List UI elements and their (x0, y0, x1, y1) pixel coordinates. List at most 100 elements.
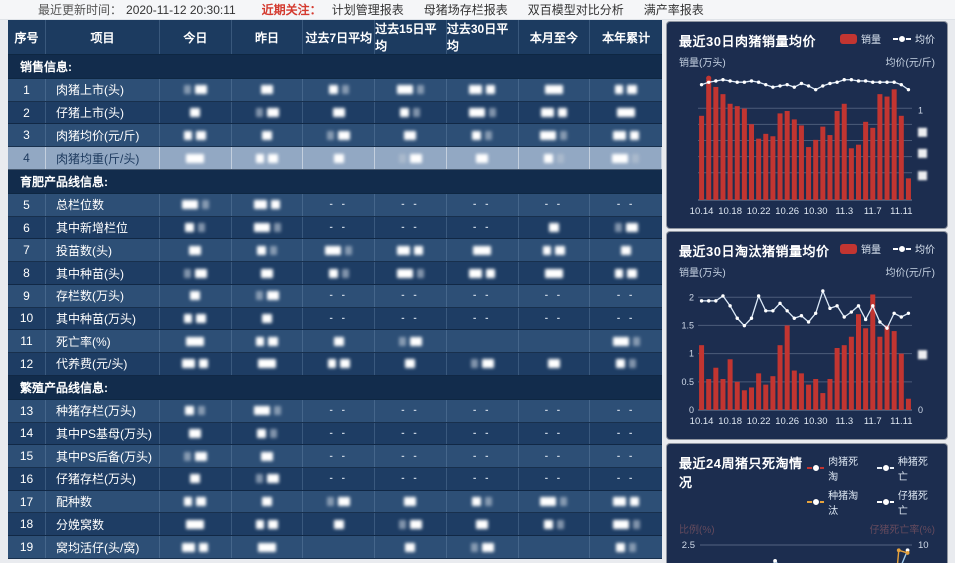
chart3-legend-meat-death[interactable]: 肉猪死淘 (807, 453, 865, 483)
row-item-label: 仔猪存栏(万头) (46, 468, 160, 490)
redacted-value (590, 147, 662, 169)
row-item-label: 仔猪上市(头) (46, 101, 160, 124)
column-header: 昨日 (232, 20, 304, 54)
redacted-value (232, 101, 304, 124)
table-row[interactable]: 7 投苗数(头) (8, 239, 662, 263)
meat-pig-sales-chart[interactable]: 10.14 10.18 10.22 10.26 10.30 11.3 11.7 11.11 1 (670, 70, 944, 222)
no-data-value: - - (375, 193, 447, 216)
svg-text:10.18: 10.18 (718, 206, 742, 217)
row-item-label: 其中新增栏位 (46, 216, 160, 239)
table-row[interactable]: 5 总栏位数 - -- -- -- -- - (8, 193, 662, 217)
redacted-value (375, 330, 447, 353)
svg-text:10.30: 10.30 (804, 416, 828, 427)
row-number: 19 (8, 536, 46, 558)
row-item-label: 其中种苗(万头) (46, 307, 160, 330)
table-row[interactable]: 16 仔猪存栏(万头) - -- -- -- -- - (8, 468, 662, 491)
table-row[interactable]: 8 其中种苗(头) (8, 262, 662, 285)
chart2-title: 最近30日淘汰猪销量均价 (679, 244, 830, 259)
row-number: 10 (8, 307, 46, 330)
chart1-legend-sales[interactable]: 销量 (840, 31, 881, 46)
redacted-value (160, 445, 232, 468)
redacted-value (590, 491, 662, 513)
row-number: 18 (8, 513, 46, 536)
sales-bars (699, 79, 911, 200)
table-row[interactable]: 12 代养费(元/头) (8, 353, 662, 376)
link-plan-report[interactable]: 计划管理报表 (331, 3, 404, 17)
table-row[interactable]: 9 存栏数(万头) - -- -- -- -- - (8, 284, 662, 308)
table-row[interactable]: 3 肉猪均价(元/斤) (8, 124, 662, 148)
chart1-legend-price[interactable]: 均价 (893, 31, 935, 46)
table-row[interactable]: 1 肉猪上市(头) (8, 79, 662, 102)
table-row[interactable]: 14 其中PS基母(万头) - -- -- -- -- - (8, 422, 662, 446)
redacted-value (232, 216, 304, 239)
cull-pig-sales-chart[interactable]: 10.14 10.18 10.22 10.26 10.30 11.3 11.7 11.11 2 1… (670, 280, 944, 432)
redacted-value (590, 124, 662, 146)
bar-legend-icon (840, 33, 857, 44)
table-row[interactable]: 2 仔猪上市(头) (8, 101, 662, 125)
redacted-value (232, 284, 304, 307)
no-data-value: - - (616, 405, 636, 417)
series-line-仔猪死亡 (773, 550, 909, 563)
chart3-legend-breeder-cull[interactable]: 种猪淘汰 (807, 487, 865, 517)
update-time-label: 最近更新时间： (38, 3, 123, 17)
redacted-value (160, 536, 232, 558)
redacted-value (303, 239, 376, 262)
svg-text:10.14: 10.14 (690, 206, 714, 217)
no-data-value: - - (303, 468, 376, 490)
redacted-value (160, 239, 232, 262)
chart3-legend-breeder-death[interactable]: 种猪死亡 (877, 453, 935, 483)
no-data-value: - - (303, 445, 376, 468)
row-number: 6 (8, 216, 46, 239)
redacted-value (232, 353, 304, 375)
row-number: 12 (8, 353, 46, 375)
table-row[interactable]: 11 死亡率(%) (8, 330, 662, 354)
table-row[interactable]: 10 其中种苗(万头) - -- -- -- -- - (8, 307, 662, 331)
redacted-value (232, 307, 304, 330)
row-number: 13 (8, 399, 46, 422)
table-row[interactable]: 6 其中新增栏位 - -- -- - (8, 216, 662, 240)
no-data-value: - - (375, 307, 447, 330)
redacted-value (447, 79, 519, 101)
row-item-label: 分娩窝数 (46, 513, 160, 536)
kpi-report-table: 序号 项目 今日 昨日 过去7日平均 过去15日平均 过去30日平均 本月至今 本年累计 销售信息… (8, 20, 662, 559)
redacted-value (447, 490, 519, 513)
table-row[interactable]: 18 分娩窝数 (8, 513, 662, 537)
redacted-value (447, 536, 519, 558)
left-tick-labels: 2.521.510.50 (682, 540, 695, 551)
redacted-value (519, 216, 591, 239)
redacted-value (590, 239, 662, 261)
redacted-value (519, 239, 591, 262)
line-legend-icon (893, 244, 911, 253)
row-number: 2 (8, 101, 46, 124)
redacted-value (160, 307, 232, 330)
chart3-legend-piglet-death[interactable]: 仔猪死亡 (877, 487, 935, 517)
right-tick-labels: 1086420 (918, 540, 929, 551)
no-data-value: - - (375, 468, 447, 490)
no-data-value: - - (519, 307, 591, 330)
no-data-value: - - (519, 399, 591, 422)
redacted-value (375, 147, 447, 169)
redacted-value (303, 330, 376, 353)
chart1-left-axis-label: 销量(万头) (679, 58, 726, 69)
row-item-label: 总栏位数 (46, 193, 160, 216)
link-capacity-report[interactable]: 满产率报表 (643, 3, 704, 17)
redacted-value (590, 536, 662, 558)
link-model-compare-report[interactable]: 双百模型对比分析 (527, 3, 624, 17)
chart2-legend-price[interactable]: 均价 (893, 241, 935, 256)
chart2-legend-sales[interactable]: 销量 (840, 241, 881, 256)
empty-value (519, 330, 591, 353)
no-data-value: - - (375, 399, 447, 422)
row-item-label: 存栏数(万头) (46, 284, 160, 307)
link-sow-farm-report[interactable]: 母猪场存栏报表 (423, 3, 508, 17)
left-tick-labels: 2 1.5 1 0.5 0 (681, 292, 694, 415)
table-row[interactable]: 17 配种数 (8, 490, 662, 514)
no-data-value: - - (447, 445, 519, 468)
table-header-row: 序号 项目 今日 昨日 过去7日平均 过去15日平均 过去30日平均 本月至今 本年累计 (8, 20, 662, 55)
weekly-death-cull-chart[interactable]: 2.521.510.50 1086420 (670, 537, 944, 563)
table-row[interactable]: 19 窝均活仔(头/窝) (8, 536, 662, 559)
table-row[interactable]: 4 肉猪均重(斤/头) (8, 147, 662, 170)
row-number: 4 (8, 147, 46, 169)
no-data-value: - - (303, 216, 376, 239)
table-row[interactable]: 15 其中PS后备(万头) - -- -- -- -- - (8, 445, 662, 469)
table-row[interactable]: 13 种猪存栏(万头) - -- -- -- -- - (8, 399, 662, 423)
